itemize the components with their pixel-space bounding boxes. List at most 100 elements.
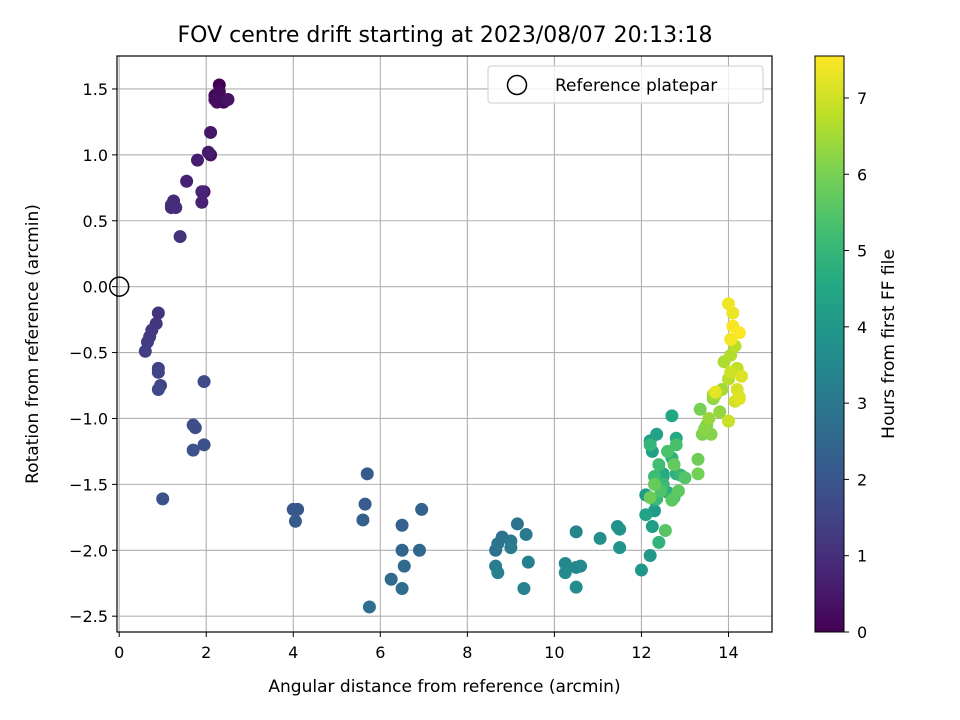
- data-point: [698, 422, 712, 436]
- y-tick-label: −2.0: [69, 541, 108, 560]
- colorbar-ticks: 0 1 2 3 4 5 6 7: [844, 89, 867, 642]
- data-point: [197, 438, 211, 452]
- data-point: [491, 537, 505, 551]
- data-point: [643, 491, 657, 505]
- data-point: [138, 344, 152, 358]
- colorbar: 0 1 2 3 4 5 6 7 Hours from first FF file: [814, 55, 899, 642]
- data-point: [732, 392, 746, 406]
- y-tick-label: 1.0: [83, 146, 108, 165]
- data-point: [491, 566, 505, 580]
- legend-label: Reference platepar: [555, 76, 717, 96]
- x-tick-label: 2: [201, 643, 211, 662]
- data-point: [156, 492, 170, 506]
- data-point: [574, 559, 588, 573]
- data-point: [671, 484, 685, 498]
- data-point: [693, 402, 707, 416]
- data-point: [708, 385, 722, 399]
- data-point: [613, 522, 627, 536]
- data-point: [397, 559, 411, 573]
- colorbar-tick-label: 5: [857, 242, 867, 261]
- y-axis-label: Rotation from reference (arcmin): [23, 204, 43, 484]
- x-tick-label: 4: [288, 643, 298, 662]
- data-point: [504, 541, 518, 555]
- data-points: [108, 78, 749, 614]
- y-tick-label: −0.5: [69, 344, 108, 363]
- data-point: [658, 524, 672, 538]
- data-point: [288, 514, 302, 528]
- data-point: [204, 125, 218, 139]
- data-point: [647, 477, 661, 491]
- data-point: [691, 452, 705, 466]
- data-point: [639, 508, 653, 522]
- y-tick-label: 0.0: [83, 278, 108, 297]
- data-point: [691, 467, 705, 481]
- data-point: [724, 365, 738, 379]
- colorbar-tick-label: 3: [857, 394, 867, 413]
- x-tick-label: 12: [631, 643, 651, 662]
- legend-box: [487, 65, 764, 104]
- data-point: [650, 427, 664, 441]
- colorbar-gradient: [814, 55, 845, 633]
- data-point: [661, 444, 675, 458]
- data-point: [210, 95, 224, 109]
- data-point: [521, 555, 535, 569]
- data-point: [721, 297, 735, 311]
- data-point: [188, 421, 202, 435]
- data-point: [151, 382, 165, 396]
- x-tick-label: 14: [718, 643, 738, 662]
- data-point: [362, 600, 376, 614]
- data-point: [652, 458, 666, 472]
- data-point: [652, 535, 666, 549]
- data-point: [702, 411, 716, 425]
- data-point: [678, 471, 692, 485]
- colorbar-tick-label: 4: [857, 318, 867, 337]
- legend: Reference platepar: [487, 65, 764, 104]
- y-tick-label: −2.5: [69, 607, 108, 626]
- data-point: [180, 174, 194, 188]
- data-point: [291, 502, 305, 516]
- data-point: [201, 145, 215, 159]
- data-point: [643, 438, 657, 452]
- data-point: [613, 541, 627, 555]
- data-point: [645, 520, 659, 534]
- data-point: [358, 497, 372, 511]
- y-tick-label: −1.5: [69, 475, 108, 494]
- data-point: [510, 517, 524, 531]
- data-point: [195, 195, 209, 209]
- data-point: [721, 414, 735, 428]
- data-point: [735, 369, 749, 383]
- data-point: [713, 405, 727, 419]
- data-point: [634, 563, 648, 577]
- colorbar-label: Hours from first FF file: [879, 249, 899, 439]
- data-point: [151, 365, 165, 379]
- data-point: [519, 527, 533, 541]
- axis-ticks: 0 2 4 6 8 10 12 14 −2.5 −2.0 −1.5 −1.0 −0.5 0.0 0.5 1.0…: [69, 80, 739, 662]
- data-point: [197, 375, 211, 389]
- colorbar-tick-label: 6: [857, 165, 867, 184]
- data-point: [415, 502, 429, 516]
- data-point: [360, 467, 374, 481]
- data-point: [151, 306, 165, 320]
- data-point: [558, 556, 572, 570]
- colorbar-tick-label: 2: [857, 470, 867, 489]
- data-point: [195, 185, 209, 199]
- data-point: [569, 580, 583, 594]
- data-point: [164, 198, 178, 212]
- data-point: [569, 525, 583, 539]
- y-tick-label: 1.5: [83, 80, 108, 99]
- data-point: [643, 549, 657, 563]
- data-point: [593, 531, 607, 545]
- chart-title: FOV centre drift starting at 2023/08/07 …: [178, 23, 713, 48]
- y-tick-label: −1.0: [69, 409, 108, 428]
- x-tick-label: 8: [462, 643, 472, 662]
- data-point: [665, 409, 679, 423]
- data-point: [356, 513, 370, 527]
- colorbar-tick-label: 0: [857, 623, 867, 642]
- x-tick-label: 10: [544, 643, 564, 662]
- data-point: [412, 543, 426, 557]
- x-axis-label: Angular distance from reference (arcmin): [268, 677, 620, 697]
- y-tick-label: 0.5: [83, 212, 108, 231]
- data-point: [517, 582, 531, 596]
- data-point: [665, 493, 679, 507]
- data-point: [384, 572, 398, 586]
